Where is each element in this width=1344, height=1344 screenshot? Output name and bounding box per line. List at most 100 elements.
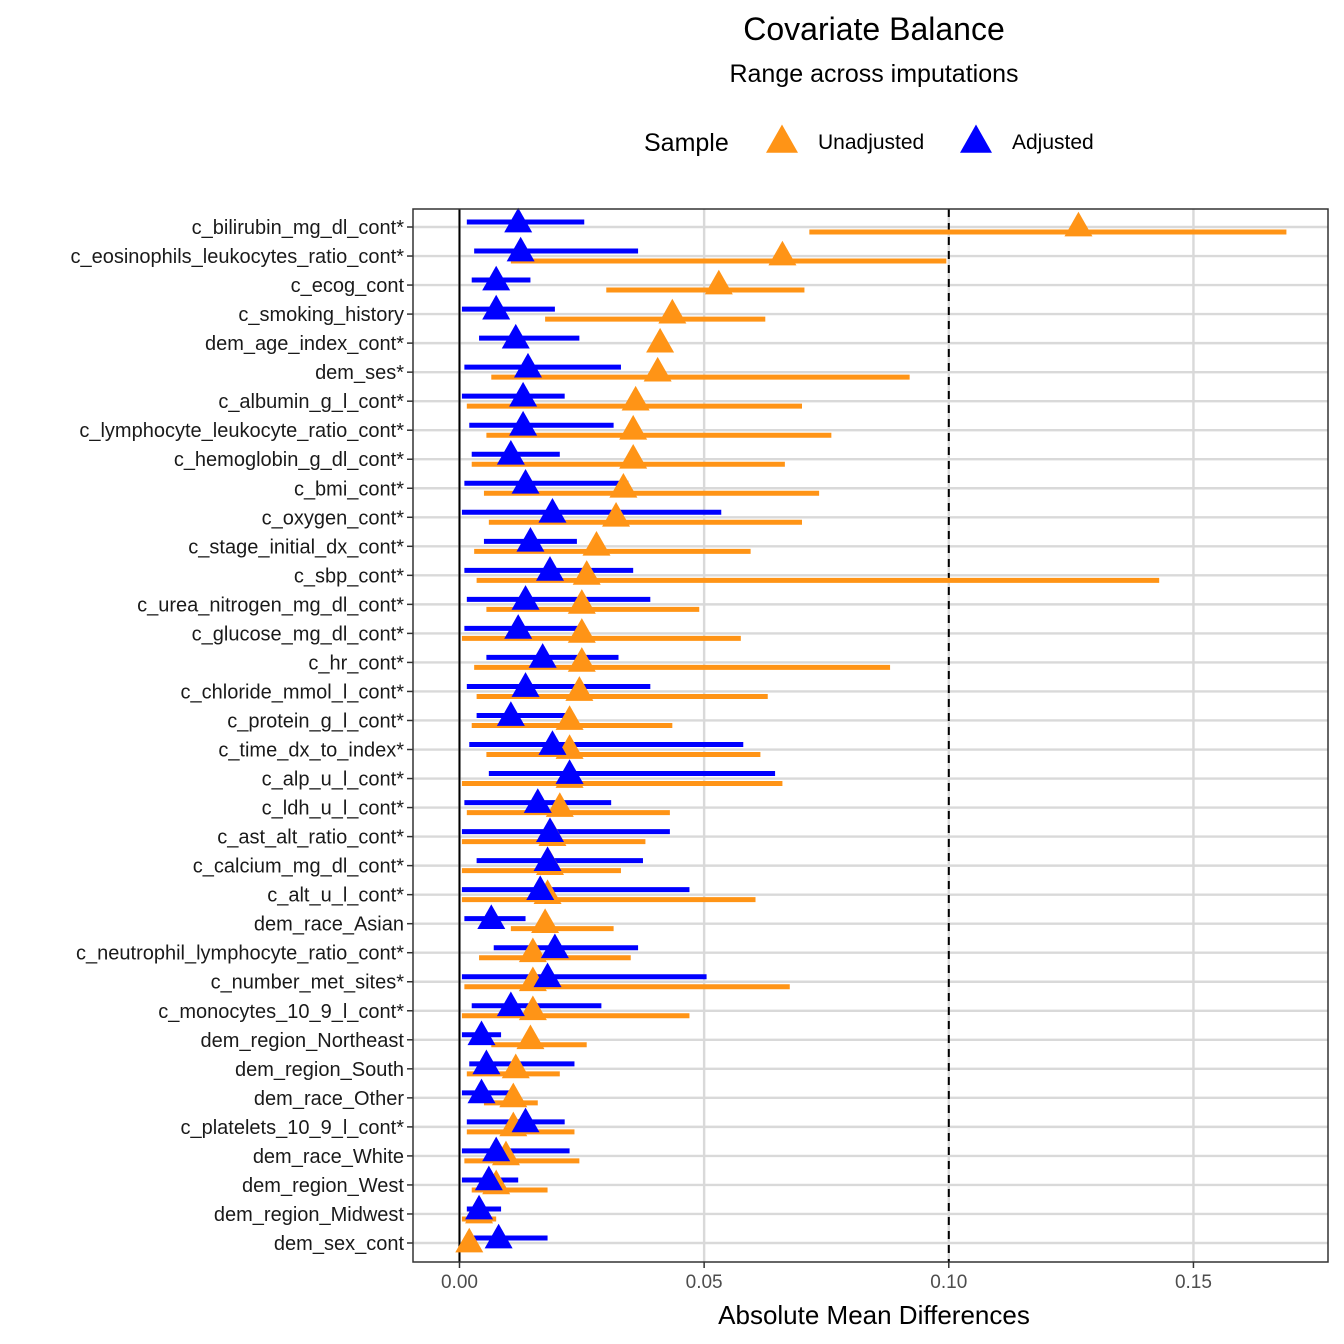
unadjusted-point — [704, 269, 733, 295]
legend-triangle-icon — [960, 124, 992, 153]
adjusted-point — [506, 236, 535, 262]
unadjusted-point — [619, 414, 648, 440]
y-tick-label: c_bmi_cont* — [294, 478, 404, 500]
legend-label: Adjusted — [1012, 131, 1094, 154]
reference-lines — [458, 209, 950, 1262]
adjusted-point — [528, 643, 557, 668]
adjusted-point — [538, 730, 567, 755]
unadjusted-point — [572, 560, 601, 585]
y-tick-label: dem_race_Other — [254, 1088, 404, 1110]
unadjusted-point — [545, 792, 574, 817]
y-tick-label: c_lymphocyte_leukocyte_ratio_cont* — [79, 420, 404, 442]
covariate-row — [461, 614, 741, 643]
unadjusted-point — [518, 937, 547, 963]
unadjusted-point — [643, 356, 672, 382]
adjusted-point — [467, 1078, 496, 1104]
adjusted-point — [523, 788, 552, 813]
covariate-row — [466, 585, 700, 614]
adjusted-point — [536, 817, 565, 842]
unadjusted-point — [499, 1082, 528, 1108]
covariate-row — [479, 933, 639, 963]
y-tick-label: c_alp_u_l_cont* — [262, 769, 405, 791]
y-tick-label: c_time_dx_to_index* — [218, 740, 404, 762]
legend-entry: Adjusted — [960, 124, 1094, 154]
covariate-row — [461, 817, 670, 846]
covariate-row — [461, 962, 790, 992]
y-tick-label: c_monocytes_10_9_l_cont* — [158, 1001, 404, 1023]
adjusted-point — [511, 468, 540, 494]
adjusted-point — [513, 352, 542, 378]
x-tick-label: 0.00 — [441, 1272, 478, 1293]
y-tick-label: dem_ses* — [315, 362, 404, 384]
unadjusted-point — [567, 589, 596, 614]
x-axis-label: Absolute Mean Differences — [718, 1300, 1030, 1330]
adjusted-point — [509, 381, 538, 407]
adjusted-point — [501, 323, 530, 349]
unadjusted-point — [621, 385, 650, 411]
covariate-row — [461, 875, 756, 905]
y-tick-label: c_bilirubin_mg_dl_cont* — [192, 217, 405, 239]
adjusted-point — [474, 1165, 503, 1191]
legend-label: Unadjusted — [818, 131, 924, 154]
unadjusted-point — [501, 1053, 530, 1079]
adjusted-point — [536, 556, 565, 581]
covariate-row — [466, 1049, 575, 1079]
y-tick-label: dem_region_Midwest — [214, 1204, 405, 1226]
covariate-row — [461, 1136, 580, 1166]
adjusted-point — [482, 1136, 511, 1162]
unadjusted-point — [768, 240, 797, 266]
unadjusted-point — [567, 647, 596, 672]
adjusted-point — [533, 962, 562, 988]
unadjusted-point — [609, 472, 638, 498]
plot-panel-border — [412, 208, 1329, 1263]
adjusted-point — [533, 846, 562, 871]
covariate-row — [455, 1223, 548, 1253]
y-tick-label: c_glucose_mg_dl_cont* — [192, 623, 405, 645]
adjusted-point — [482, 294, 511, 320]
y-tick-label: c_platelets_10_9_l_cont* — [180, 1117, 404, 1139]
covariate-row — [471, 701, 673, 730]
y-tick-label: c_hemoglobin_g_dl_cont* — [174, 449, 404, 471]
legend-entry: Unadjusted — [766, 124, 924, 154]
covariate-row — [464, 788, 670, 817]
unadjusted-point — [518, 995, 547, 1021]
unadjusted-point — [582, 531, 611, 556]
y-tick-label: c_alt_u_l_cont* — [267, 885, 404, 907]
adjusted-point — [477, 904, 506, 930]
adjusted-point — [465, 1194, 494, 1220]
x-tick-label: 0.05 — [686, 1272, 723, 1293]
covariate-row — [479, 323, 675, 353]
x-tick-label: 0.10 — [930, 1272, 967, 1293]
adjusted-point — [496, 701, 525, 726]
y-tick-label: dem_sex_cont — [274, 1233, 405, 1255]
legend: Sample Unadjusted Adjusted — [644, 124, 1094, 157]
covariate-row — [471, 439, 785, 469]
y-tick-label: c_chloride_mmol_l_cont* — [181, 681, 405, 703]
y-tick-label: c_ast_alt_ratio_cont* — [217, 827, 404, 849]
covariate-row — [466, 207, 1287, 237]
y-tick-label: c_ldh_u_l_cont* — [262, 798, 405, 820]
covariate-row — [461, 381, 802, 411]
y-tick-label: c_calcium_mg_dl_cont* — [193, 856, 404, 878]
adjusted-point — [472, 1049, 501, 1075]
legend-title: Sample — [644, 129, 729, 157]
x-axis: 0.00 0.05 0.10 0.15 — [441, 1262, 1212, 1293]
covariate-row — [474, 643, 891, 672]
unadjusted-point — [619, 443, 648, 469]
gridlines — [413, 209, 1328, 1262]
y-tick-label: c_eosinophils_leukocytes_ratio_cont* — [70, 246, 404, 268]
adjusted-point — [511, 585, 540, 610]
data-marks — [455, 207, 1287, 1253]
adjusted-point — [538, 498, 567, 523]
y-axis: c_bilirubin_mg_dl_cont* c_eosinophils_leu… — [70, 217, 413, 1255]
y-tick-label: c_stage_initial_dx_cont* — [188, 536, 404, 558]
adjusted-point — [496, 991, 525, 1017]
covariate-row — [474, 527, 751, 556]
adjusted-point — [504, 614, 533, 639]
covariate-row — [461, 498, 802, 527]
unadjusted-point — [658, 298, 687, 324]
y-tick-label: c_neutrophil_lymphocyte_ratio_cont* — [76, 943, 404, 965]
covariate-row — [466, 1107, 575, 1137]
